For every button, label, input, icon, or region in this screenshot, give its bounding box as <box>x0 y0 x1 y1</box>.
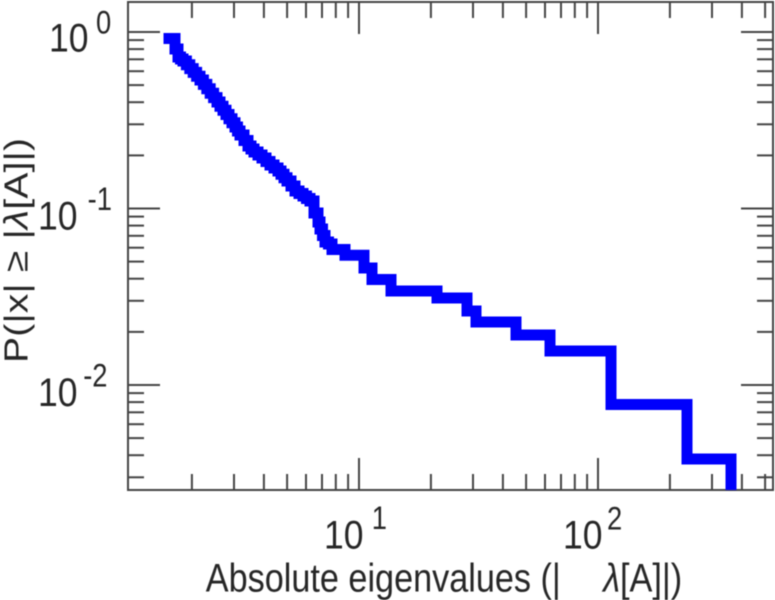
svg-text:λ[A]|): λ[A]|) <box>601 557 682 600</box>
svg-text:10: 10 <box>563 514 603 558</box>
svg-text:-1: -1 <box>88 181 112 217</box>
svg-text:0: 0 <box>96 5 111 41</box>
svg-text:10: 10 <box>324 514 364 558</box>
svg-text:10: 10 <box>49 17 89 61</box>
svg-text:2: 2 <box>607 501 622 537</box>
svg-text:10: 10 <box>38 195 78 239</box>
svg-text:1: 1 <box>372 500 387 536</box>
svg-text:-2: -2 <box>83 358 107 394</box>
svg-text:Absolute eigenvalues (|: Absolute eigenvalues (| <box>206 557 561 600</box>
svg-text:P(|x| ≥ |λ[A]|): P(|x| ≥ |λ[A]|) <box>0 138 35 363</box>
svg-text:10: 10 <box>38 371 78 415</box>
